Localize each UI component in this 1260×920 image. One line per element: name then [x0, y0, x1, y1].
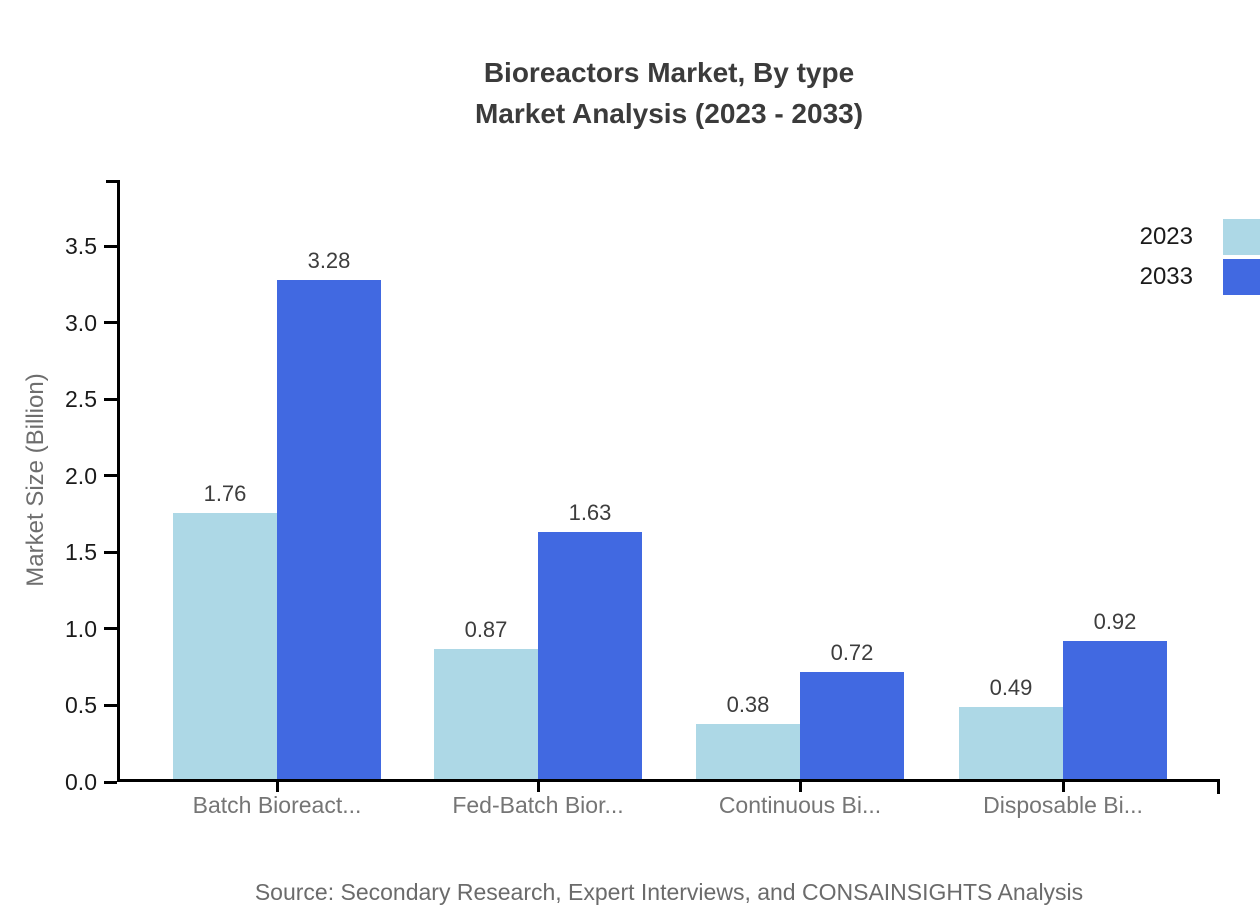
bar-2033: [277, 279, 381, 782]
x-axis-category-label: Continuous Bi...: [718, 792, 882, 818]
y-axis-top-cap: [106, 180, 120, 183]
legend-label-2023: 2023: [1139, 223, 1193, 250]
bar-2033: [1063, 641, 1167, 782]
y-axis-tick-label: 0.0: [65, 769, 97, 795]
bar-value-label: 0.87: [464, 616, 508, 642]
y-axis-tick: [104, 474, 117, 478]
bar-value-label: 1.63: [568, 500, 612, 526]
x-axis-tick: [798, 779, 802, 792]
bar-2023: [173, 512, 277, 782]
x-axis-category-label: Batch Bioreact...: [192, 792, 362, 818]
bar-2033: [538, 532, 642, 782]
y-axis-tick: [104, 627, 117, 631]
x-axis-category-label: Disposable Bi...: [983, 792, 1143, 818]
x-axis-line: [117, 779, 1220, 782]
bar-value-label: 0.49: [989, 675, 1033, 700]
x-axis-end-cap: [1217, 779, 1220, 794]
y-axis-tick: [104, 550, 117, 554]
y-axis-tick: [104, 780, 117, 784]
bar-2023: [696, 723, 800, 782]
bar-2023: [434, 648, 538, 782]
y-axis-tick-label: 3.0: [65, 309, 97, 336]
bar-2033: [800, 671, 904, 782]
y-axis-tick-label: 3.5: [65, 233, 97, 259]
legend: 2023 2033: [1140, 219, 1260, 295]
x-axis-tick: [536, 779, 540, 792]
y-axis-tick: [104, 397, 117, 401]
y-axis-tick: [104, 244, 117, 248]
y-axis-line: [117, 180, 120, 782]
y-axis-tick-label: 1.0: [65, 615, 97, 642]
source-attribution: Source: Secondary Research, Expert Inter…: [254, 879, 1084, 905]
y-axis-tick-label: 2.5: [65, 386, 97, 413]
bar-value-label: 0.38: [726, 691, 770, 717]
legend-item-2033: 2033: [1140, 259, 1260, 295]
legend-swatch-2023: [1223, 219, 1260, 255]
legend-label-2033: 2033: [1139, 263, 1193, 290]
bar-value-label: 1.76: [203, 480, 247, 506]
bar-2023: [959, 707, 1063, 782]
y-axis-tick: [104, 703, 117, 707]
legend-swatch-2033: [1223, 259, 1260, 295]
y-axis-tick: [104, 321, 117, 325]
x-axis-tick: [275, 779, 279, 792]
chart-title: Bioreactors Market, By type Market Analy…: [475, 52, 863, 134]
y-axis-tick-label: 2.0: [65, 462, 97, 489]
y-axis-tick-label: 1.5: [65, 539, 97, 566]
chart-title-line2: Market Analysis (2023 - 2033): [474, 98, 864, 129]
x-axis-tick: [1061, 779, 1065, 792]
legend-item-2023: 2023: [1140, 219, 1260, 255]
y-axis-tick-label: 0.5: [65, 692, 97, 719]
bar-value-label: 0.72: [830, 639, 874, 665]
chart-title-line1: Bioreactors Market, By type: [483, 57, 855, 88]
bar-value-label: 0.92: [1093, 609, 1137, 635]
bar-value-label: 3.28: [307, 247, 351, 273]
x-axis-category-label: Fed-Batch Bior...: [452, 792, 624, 818]
